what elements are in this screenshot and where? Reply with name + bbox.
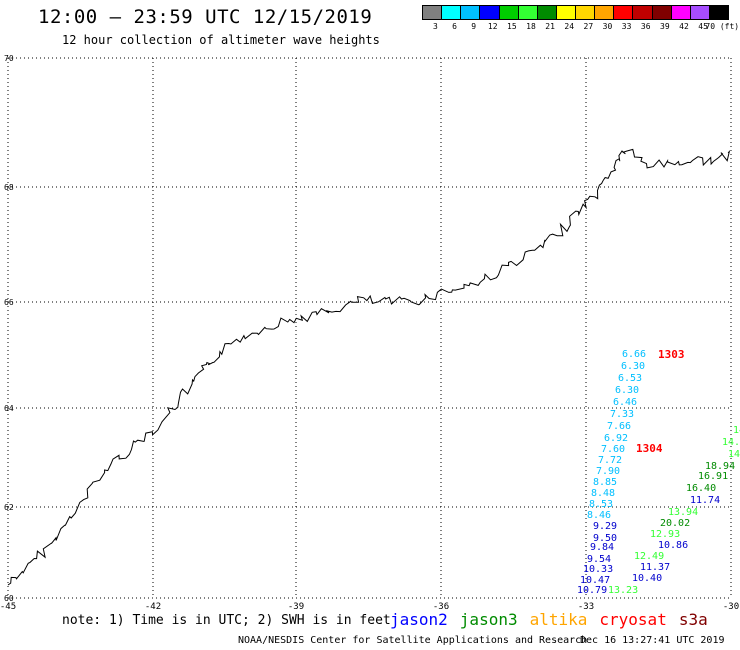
wave-height-label: 6.53 <box>618 373 642 384</box>
color-scale-label: 33 <box>621 22 632 31</box>
legend-s3a: s3a <box>678 610 708 629</box>
longitude-label: -39 <box>288 602 304 612</box>
wave-height-label: 8.53 <box>589 499 613 510</box>
credit-line: NOAA/NESDIS Center for Satellite Applica… <box>238 635 588 646</box>
wave-height-label: 7.90 <box>596 466 620 477</box>
wave-height-label: 1304 <box>636 442 663 455</box>
legend-jason2: jason2 <box>390 610 448 629</box>
wave-height-label: 9.50 <box>593 533 617 544</box>
wave-height-label: 14.56 <box>728 449 740 460</box>
wave-height-label: 8.85 <box>593 477 617 488</box>
wave-height-label: 14. <box>733 425 740 436</box>
color-scale-labels: 3 6 9 12 15 18 21 24 27 30 33 36 39 42 45 70 (ft) <box>422 22 739 34</box>
wave-height-label: 12.93 <box>650 529 680 540</box>
wave-height-label: 20.02 <box>660 518 690 529</box>
color-swatch-15 <box>708 5 729 20</box>
wave-height-label: 7.33 <box>610 409 634 420</box>
latitude-label: 64 <box>4 404 14 413</box>
color-scale-label: 3 <box>432 22 438 31</box>
wave-height-label: 1303 <box>658 348 685 361</box>
axis-labels: 70 68 66 64 62 60-45 -42 -39 -36 -33 -30 <box>0 54 739 612</box>
lat-lon-grid <box>7 57 732 599</box>
color-scale-label: 6 <box>452 22 457 31</box>
color-scale-bar <box>422 5 729 20</box>
color-scale-label: 9 <box>471 22 477 31</box>
latitude-label: 60 <box>4 594 14 603</box>
legend-altika: altika <box>529 610 588 629</box>
color-scale-label: 27 <box>583 22 594 31</box>
satellite-legend: jason2 jason3 altika cryosat s3a <box>390 610 720 629</box>
color-scale-label: 30 <box>602 22 613 31</box>
wave-height-label: 11.37 <box>640 562 670 573</box>
wave-height-label: 12.49 <box>634 551 664 562</box>
longitude-label: -45 <box>0 602 16 612</box>
wave-height-label: 6.66 <box>622 349 646 360</box>
color-scale-label: 45 <box>698 22 708 31</box>
longitude-label: -42 <box>145 602 161 612</box>
wave-height-label: 13.23 <box>608 585 638 596</box>
wave-height-label: 6.30 <box>621 361 645 372</box>
wave-height-label: 7.66 <box>607 421 631 432</box>
wave-height-label: 6.46 <box>613 397 637 408</box>
wave-height-label: 9.84 <box>590 542 614 553</box>
wave-height-label: 6.30 <box>615 385 639 396</box>
color-scale-label: 18 <box>526 22 536 31</box>
wave-height-label: 18.94 <box>705 461 735 472</box>
wave-height-label: 10.33 <box>583 564 613 575</box>
longitude-label: -30 <box>723 602 739 612</box>
wave-height-label: 14. <box>722 437 740 448</box>
color-scale-label: 36 <box>640 22 651 31</box>
color-scale-label: 12 <box>487 22 498 31</box>
wave-height-label: 9.29 <box>593 521 617 532</box>
greenland-coastline <box>7 148 731 586</box>
map-subtitle: 12 hour collection of altimeter wave hei… <box>62 33 380 47</box>
longitude-label: -33 <box>578 602 594 612</box>
wave-height-label: 7.72 <box>598 455 622 466</box>
wave-height-label: 7.60 <box>601 444 625 455</box>
color-scale-label: 70 (ft) <box>705 22 740 31</box>
wave-height-label: 16.40 <box>686 483 716 494</box>
units-note: note: 1) Time is in UTC; 2) SWH is in fe… <box>62 613 391 628</box>
wave-height-label: 10.79 <box>577 585 607 596</box>
wave-height-label: 8.46 <box>587 510 611 521</box>
legend-cryosat: cryosat <box>599 610 667 629</box>
legend-jason3: jason3 <box>459 610 518 629</box>
latitude-label: 66 <box>4 298 14 307</box>
latitude-label: 68 <box>4 183 14 192</box>
latitude-label: 62 <box>4 503 14 512</box>
timestamp: Dec 16 13:27:41 UTC 2019 <box>580 635 725 646</box>
wave-height-label: 16.91 <box>698 471 728 482</box>
color-scale-label: 15 <box>507 22 517 31</box>
wave-height-label: 9.54 <box>587 554 611 565</box>
wave-height-label: 10.86 <box>658 540 688 551</box>
map-title: 12:00 – 23:59 UTC 12/15/2019 <box>38 6 373 28</box>
latitude-label: 70 <box>4 54 14 63</box>
longitude-label: -36 <box>433 602 449 612</box>
color-scale-label: 42 <box>679 22 689 31</box>
wave-height-label: 13.94 <box>668 507 698 518</box>
wave-height-label: 11.74 <box>690 495 720 506</box>
wave-height-label: 6.92 <box>604 433 628 444</box>
color-scale-label: 24 <box>564 22 575 31</box>
wave-height-label: 10.40 <box>632 573 662 584</box>
wave-height-label: 8.48 <box>591 488 615 499</box>
wave-height-label: 10.47 <box>580 575 610 586</box>
color-scale-label: 39 <box>660 22 670 31</box>
color-scale-label: 21 <box>545 22 555 31</box>
